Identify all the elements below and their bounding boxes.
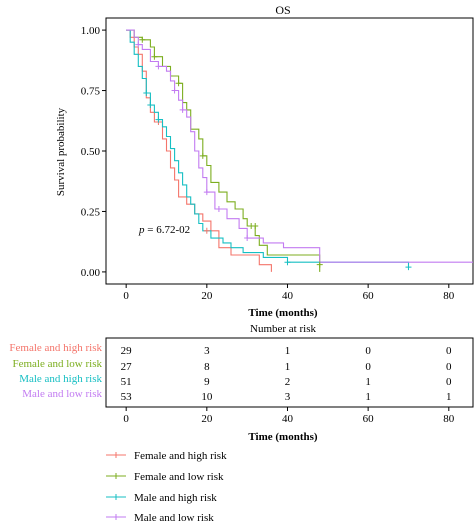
risk-x-tick-label: 60 (363, 413, 375, 425)
censor-mark (405, 264, 412, 271)
censor-mark (175, 80, 182, 87)
censor-marks (135, 36, 412, 271)
risk-x-tick-label: 20 (201, 413, 213, 425)
censor-mark (252, 222, 259, 229)
x-tick-label: 20 (201, 290, 213, 302)
legend-label: Male and low risk (134, 512, 214, 524)
risk-row-label: Female and high risk (9, 342, 102, 354)
x-axis-title: Time (months) (248, 307, 317, 319)
risk-table-x-axis-title: Time (months) (248, 431, 317, 443)
risk-x-tick-label: 0 (123, 413, 129, 425)
x-tick-label: 60 (363, 290, 375, 302)
risk-row-label: Male and low risk (22, 388, 102, 400)
risk-count: 9 (204, 376, 210, 388)
risk-row-label: Female and low risk (12, 358, 102, 370)
y-tick-label: 0.25 (81, 206, 101, 218)
y-tick-label: 1.00 (81, 25, 101, 37)
censor-mark (147, 102, 154, 109)
y-tick-label: 0.50 (81, 146, 101, 158)
p-value-annotation: p = 6.72-02 (138, 224, 190, 236)
risk-count: 53 (121, 391, 133, 403)
risk-count: 2 (285, 376, 291, 388)
survival-curve (126, 29, 410, 268)
risk-count: 51 (121, 376, 132, 388)
risk-count: 8 (204, 361, 210, 373)
y-tick-label: 0.75 (81, 86, 101, 98)
risk-x-tick-label: 80 (443, 413, 455, 425)
y-axis-title: Survival probability (55, 107, 67, 196)
survival-curve (126, 29, 272, 272)
censor-mark (151, 53, 158, 60)
plot-frame (105, 17, 474, 285)
survival-curve (126, 29, 473, 263)
risk-count: 29 (121, 345, 133, 357)
legend-label: Female and high risk (134, 450, 227, 462)
risk-count: 3 (204, 345, 210, 357)
risk-count: 0 (446, 361, 452, 373)
risk-count: 1 (446, 391, 452, 403)
risk-table-frame (105, 337, 474, 408)
x-tick-label: 40 (282, 290, 294, 302)
risk-count: 1 (285, 345, 291, 357)
censor-mark (215, 206, 222, 213)
legend-label: Male and high risk (134, 492, 217, 504)
risk-count: 0 (365, 345, 371, 357)
censor-mark (203, 227, 210, 234)
risk-x-tick-label: 40 (282, 413, 294, 425)
y-tick-label: 0.00 (81, 267, 101, 279)
x-tick-label: 0 (123, 290, 129, 302)
y-axis-ticks: 0.00 0.25 0.50 0.75 1.00 (81, 25, 106, 279)
x-axis-ticks: 0 20 40 60 80 (123, 284, 455, 302)
censor-mark (155, 63, 162, 70)
censor-mark (171, 87, 178, 94)
risk-table-x-ticks: 0 20 40 60 80 (123, 407, 455, 425)
risk-count: 27 (121, 361, 133, 373)
chart-title: OS (275, 3, 290, 17)
censor-mark (199, 152, 206, 159)
censor-mark (155, 116, 162, 123)
risk-count: 10 (201, 391, 213, 403)
censor-mark (143, 89, 150, 96)
legend-swatch-censor (113, 514, 119, 520)
legend-swatch-censor (113, 473, 119, 479)
censor-mark (203, 189, 210, 196)
x-tick-label: 80 (443, 290, 455, 302)
risk-row-label: Male and high risk (19, 373, 102, 385)
censor-mark (179, 106, 186, 113)
risk-table-title: Number at risk (250, 323, 316, 335)
censor-mark (244, 235, 251, 242)
risk-count: 0 (446, 376, 452, 388)
censor-mark (284, 259, 291, 266)
censor-mark (316, 261, 323, 268)
risk-count: 0 (446, 345, 452, 357)
censor-mark (135, 41, 142, 48)
legend-swatch-censor (113, 494, 119, 500)
risk-count: 0 (365, 361, 371, 373)
risk-count: 1 (285, 361, 291, 373)
risk-count: 1 (365, 391, 371, 403)
risk-count: 3 (285, 391, 291, 403)
legend-swatch-censor (113, 452, 119, 458)
censor-mark (139, 36, 146, 43)
legend: Female and high risk Female and low risk M… (106, 450, 227, 524)
risk-count: 1 (365, 376, 371, 388)
legend-label: Female and low risk (134, 471, 224, 483)
